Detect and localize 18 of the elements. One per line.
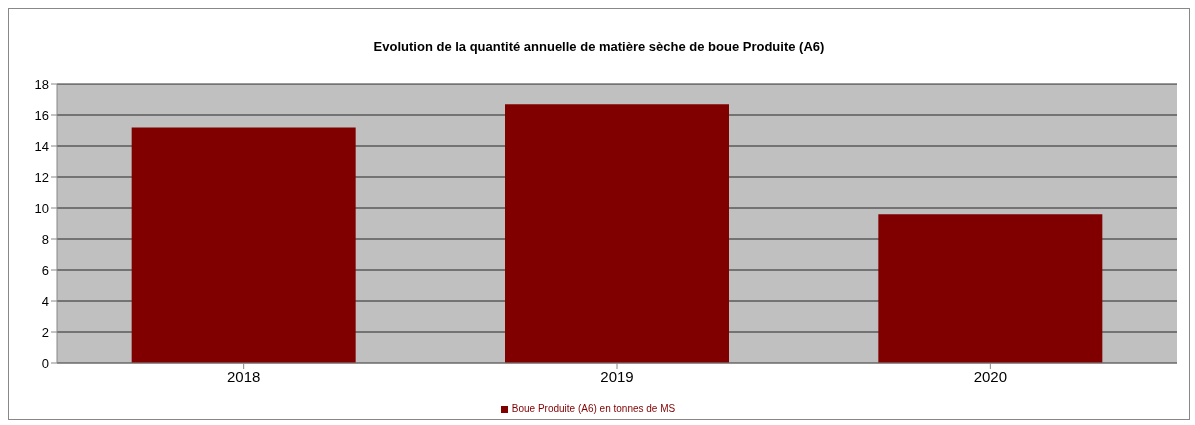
bar [878, 214, 1103, 363]
y-tick-label: 18 [34, 76, 49, 92]
y-tick-label: 4 [41, 293, 49, 309]
x-tick-label: 2019 [600, 367, 634, 385]
bar [131, 127, 356, 363]
y-tick-label: 12 [34, 169, 49, 185]
legend-label: Boue Produite (A6) en tonnes de MS [511, 403, 676, 414]
y-tick-label: 2 [41, 324, 49, 340]
x-tick-label: 2020 [973, 367, 1008, 385]
y-tick-label: 8 [41, 231, 49, 247]
x-tick-label: 2018 [226, 367, 261, 385]
y-tick-label: 6 [41, 262, 49, 278]
y-tick-label: 0 [41, 355, 49, 371]
y-tick-label: 10 [34, 200, 49, 216]
y-tick-label: 16 [34, 107, 49, 123]
bar [505, 104, 729, 363]
y-tick-label: 14 [34, 138, 49, 154]
chart-title: Evolution de la quantité annuelle de matière sèche de boue Produite (A6) [372, 39, 826, 54]
